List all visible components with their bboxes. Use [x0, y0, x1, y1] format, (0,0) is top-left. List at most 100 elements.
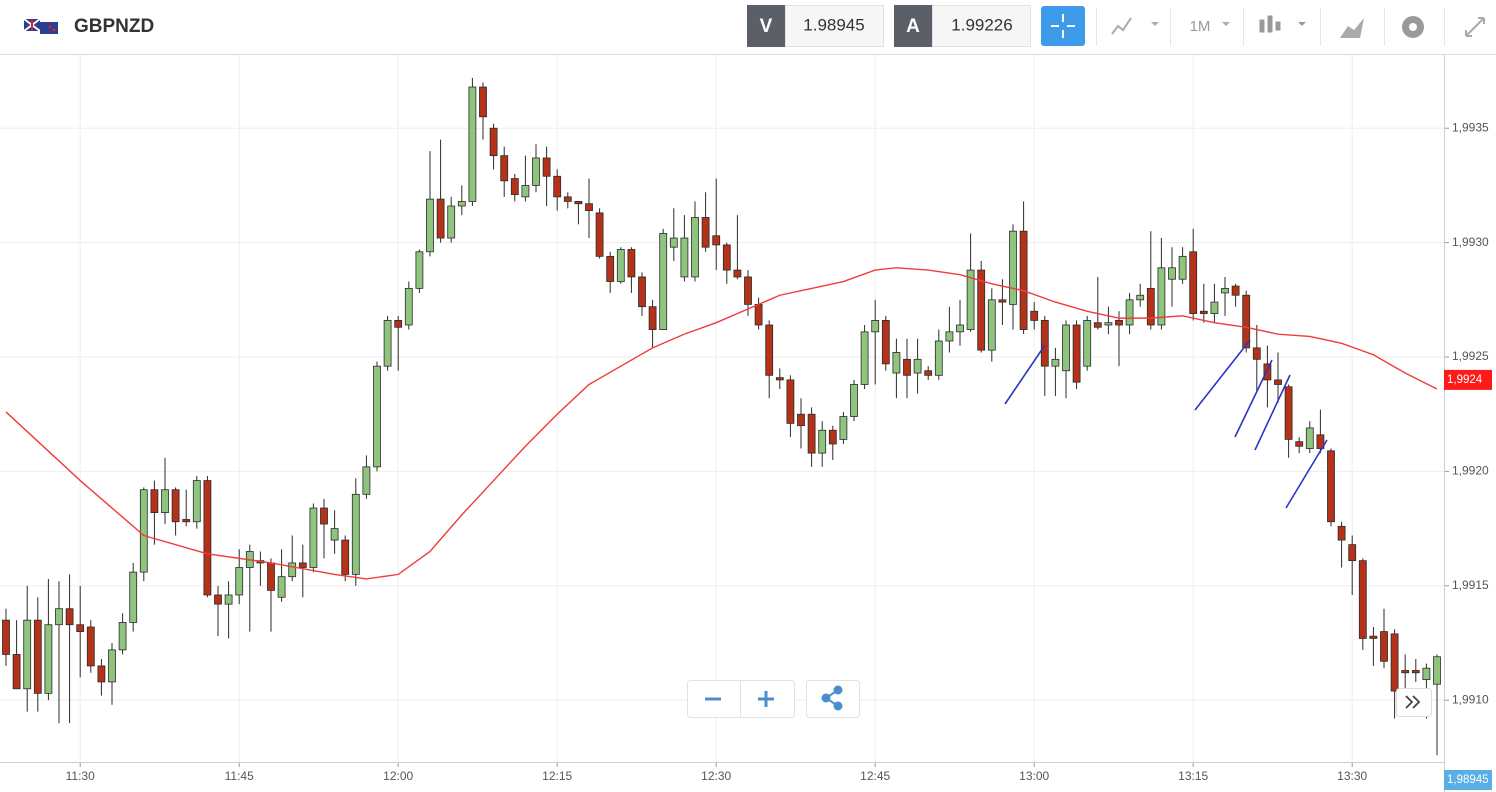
candle-body: [977, 269, 986, 351]
candle-body: [23, 619, 32, 690]
candle-body: [277, 576, 286, 598]
price-label-text: 1,98945: [1447, 774, 1489, 786]
symbol: GBPNZD: [74, 16, 154, 37]
candle-body: [1263, 363, 1272, 381]
candle-body: [892, 352, 901, 374]
zoom-in[interactable]: [758, 691, 774, 707]
candle-body: [182, 519, 191, 523]
candle-body: [500, 155, 509, 182]
y-tick-label: 1,9930: [1452, 235, 1489, 249]
candle-body: [786, 379, 795, 424]
chart-type-button[interactable]: [1111, 17, 1159, 35]
candle-body: [638, 276, 646, 308]
ask-price: 1.99226: [951, 15, 1012, 34]
candle-body: [574, 201, 583, 205]
moving-average-line: [5, 267, 1438, 580]
candle-body: [733, 269, 742, 278]
candle-body: [33, 619, 42, 694]
y-tick-label: 1,9910: [1452, 692, 1489, 706]
candle-body: [426, 198, 434, 253]
candle-body: [1369, 635, 1378, 639]
candle-body: [521, 185, 530, 198]
plot-area: 1,9935 1,9930 1,9925 1,9920 1,9915 1,9910 11:3…: [0, 55, 1492, 792]
candle-body: [298, 562, 307, 568]
timeframe[interactable]: 1M: [1190, 18, 1211, 35]
y-tick-label: 1,9915: [1452, 578, 1489, 592]
candle-body: [351, 493, 360, 575]
candle-body: [998, 299, 1007, 303]
settings-button[interactable]: [1402, 16, 1424, 38]
candle-body: [139, 489, 148, 573]
candle-body: [1274, 379, 1282, 385]
bid-label: V: [760, 16, 773, 37]
candle-body: [1316, 434, 1325, 449]
candle-body: [881, 320, 890, 365]
candle-body: [479, 86, 487, 118]
candle-body: [945, 331, 954, 342]
candle-body: [1327, 450, 1335, 523]
candle-body: [373, 365, 381, 468]
candle-body: [86, 626, 95, 667]
price-label: [1444, 369, 1492, 390]
timeframe-arrow: [1222, 22, 1230, 26]
ask-button[interactable]: [894, 5, 932, 47]
indicators-button[interactable]: [1259, 15, 1306, 33]
candle-body: [1221, 287, 1229, 294]
candle-body: [1210, 301, 1219, 314]
bid-button[interactable]: [747, 5, 785, 47]
candle-body: [913, 358, 922, 374]
x-tick-label: 12:00: [383, 769, 413, 783]
bid-price: 1.98945: [803, 15, 864, 34]
candle-body: [627, 249, 636, 278]
candle-body: [1104, 322, 1113, 326]
candle-body: [383, 320, 392, 367]
candle-body: [934, 340, 943, 376]
candle-body: [1242, 294, 1251, 349]
candle-body: [966, 269, 975, 330]
drawing-button[interactable]: [1340, 18, 1364, 38]
candle-body: [320, 507, 328, 525]
x-tick-label: 12:45: [860, 769, 890, 783]
candle-body: [532, 157, 540, 186]
candle-body: [192, 480, 201, 523]
candle-body: [118, 622, 127, 651]
candle-body: [1157, 267, 1166, 326]
candle-body: [171, 489, 180, 523]
candle-body: [616, 249, 625, 282]
candle-body: [595, 212, 604, 257]
candle-body: [648, 306, 657, 330]
annotation-lines: [1004, 339, 1328, 509]
crosshair-button[interactable]: [1041, 6, 1085, 46]
x-tick-label: 11:30: [66, 769, 95, 783]
bid-box: [785, 5, 884, 47]
candle-body: [1337, 525, 1346, 541]
candle-body: [214, 594, 222, 605]
candle-body: [1252, 347, 1261, 360]
candle-body: [404, 287, 413, 326]
fullscreen-button[interactable]: [1465, 17, 1485, 37]
candle-body: [1199, 310, 1208, 314]
candle-body: [1295, 441, 1304, 447]
scroll-right-button[interactable]: [1396, 688, 1432, 717]
share-button[interactable]: [821, 685, 843, 711]
candle-body: [1040, 320, 1049, 367]
candle-body: [1093, 322, 1102, 328]
candle-body: [924, 370, 933, 376]
candle-body: [468, 86, 477, 202]
candle-body: [1390, 633, 1399, 692]
candle-body: [691, 217, 699, 278]
candle-body: [1168, 267, 1176, 280]
candle-body: [288, 562, 297, 578]
candle-body: [1009, 230, 1017, 305]
candle-body: [436, 198, 445, 239]
candle-body: [956, 324, 964, 333]
candle-body: [712, 235, 721, 246]
candle-body: [76, 624, 85, 632]
candle-body: [553, 175, 562, 198]
candle-body: [44, 624, 53, 694]
candle-body: [1178, 255, 1187, 280]
candle-body: [267, 562, 275, 591]
candle-body: [1136, 294, 1145, 301]
y-tick-label: 1,9920: [1452, 464, 1489, 478]
